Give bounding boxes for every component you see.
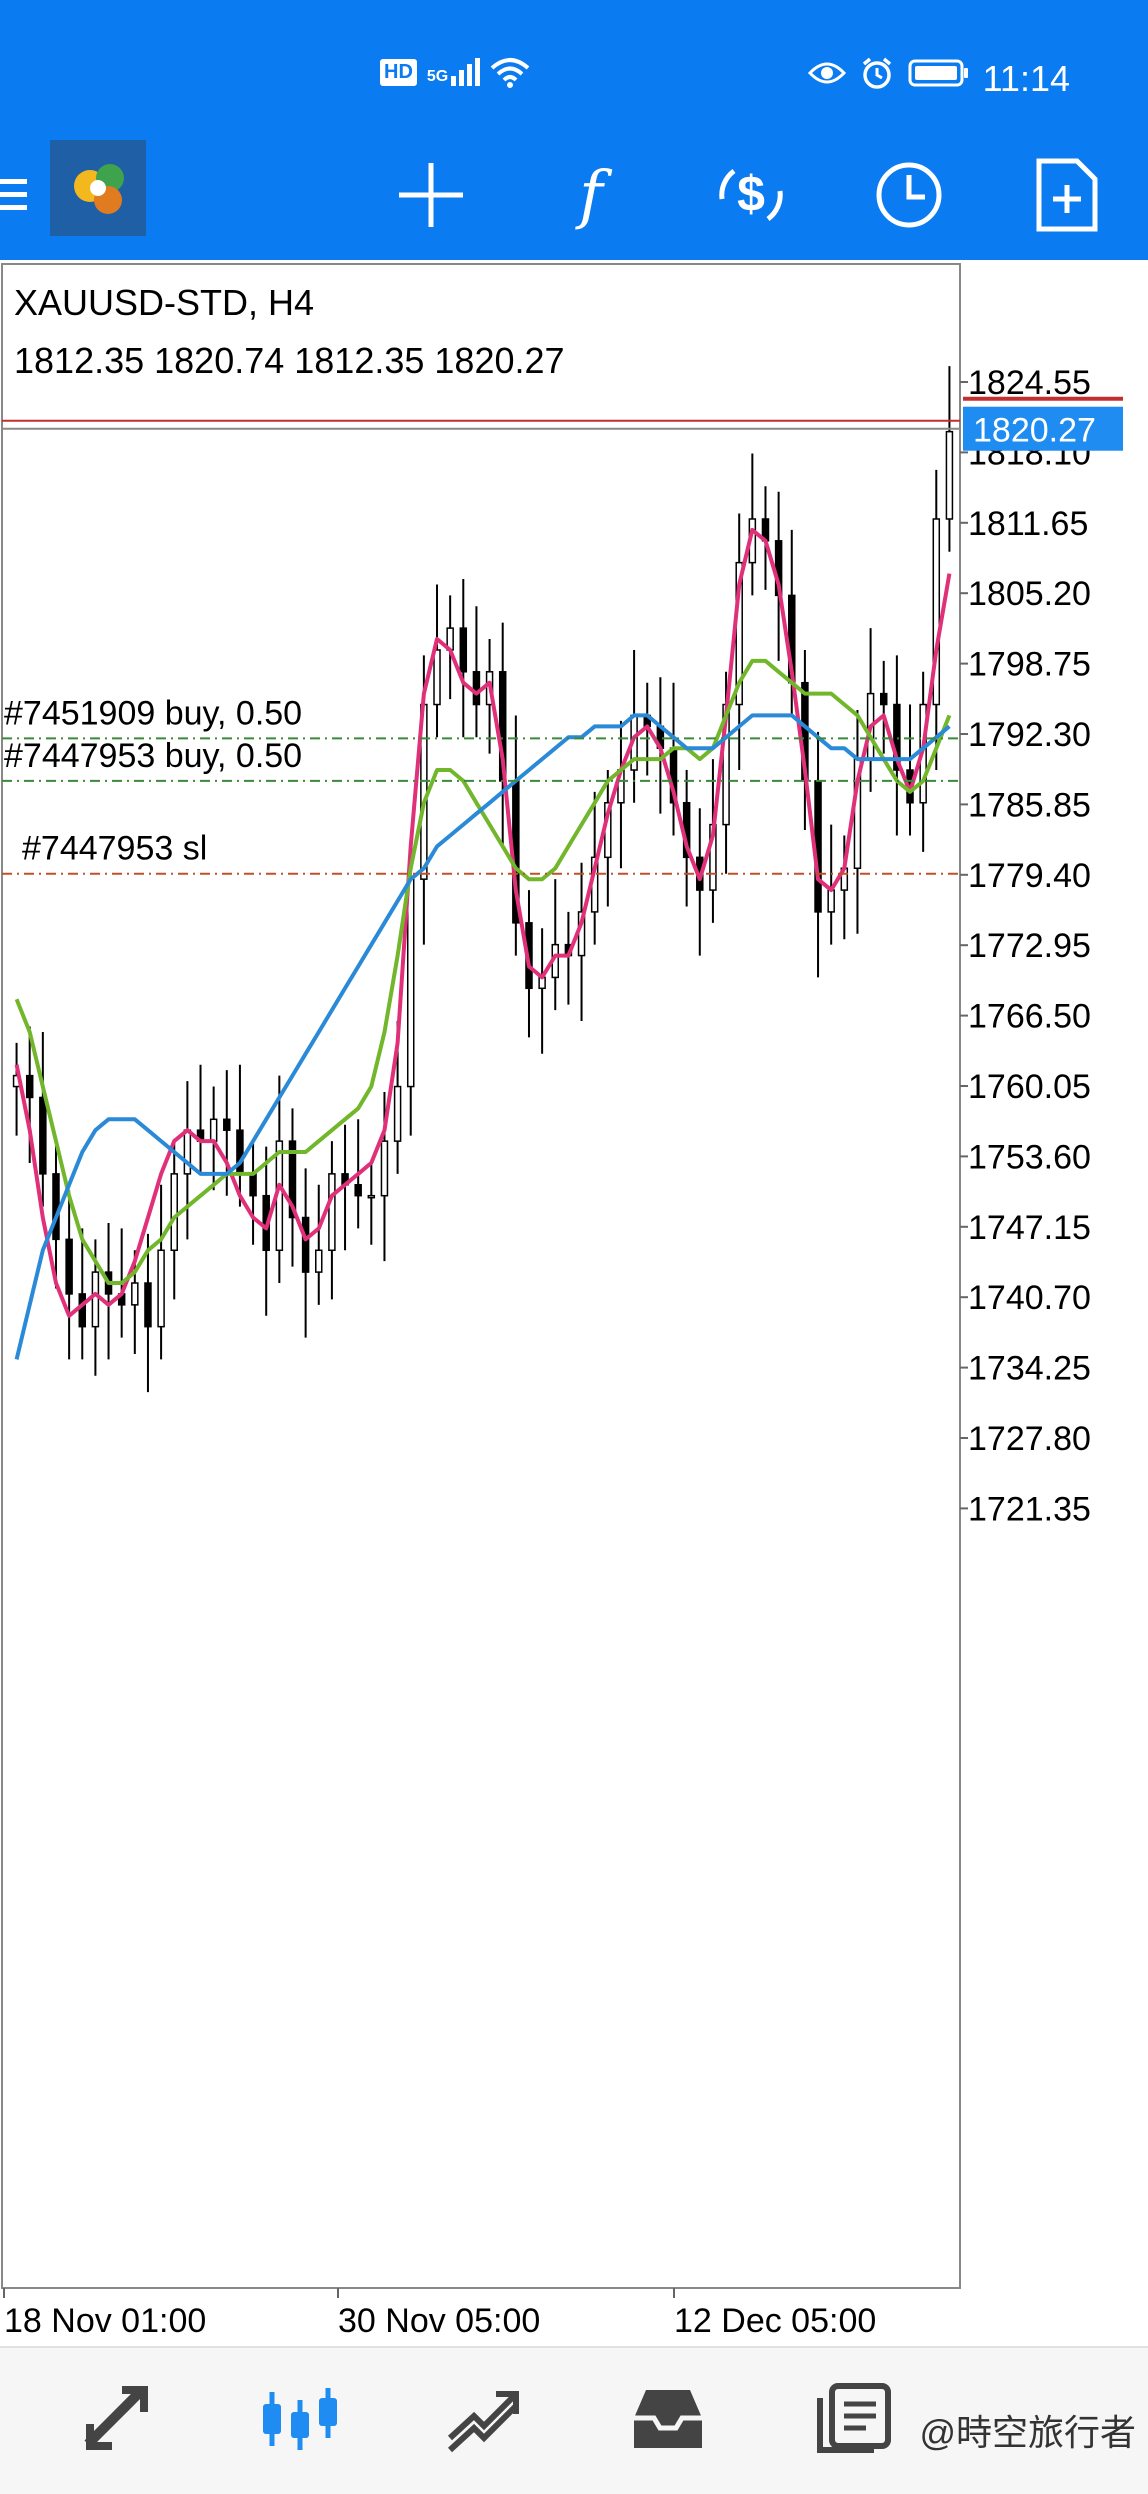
current-price-label: 1820.27: [973, 412, 1096, 450]
chart-icon[interactable]: [252, 2378, 348, 2458]
messages-icon[interactable]: [806, 2378, 902, 2458]
eye-icon: [808, 62, 846, 84]
candle-body: [472, 671, 481, 706]
price-axis-label: 1798.75: [968, 646, 1091, 684]
time-axis-label: 18 Nov 01:00: [4, 2302, 206, 2340]
moving-average-line-3: [14, 713, 951, 1360]
indicator-f-icon[interactable]: f: [579, 158, 603, 232]
battery-icon: [908, 59, 968, 87]
price-axis-label: 1766.50: [968, 998, 1091, 1036]
hd-icon: HD: [380, 58, 417, 86]
price-axis-label: 1734.25: [968, 1350, 1091, 1388]
price-axis-label: 1785.85: [968, 786, 1091, 824]
candle-body: [367, 1194, 376, 1199]
plot-frame: [1, 263, 961, 2289]
candle-body: [315, 1249, 323, 1273]
price-axis-label: 1740.70: [968, 1279, 1091, 1317]
candle-body: [91, 1271, 100, 1328]
order-line-label: #7447953 buy, 0.50: [4, 737, 302, 775]
order-line-label: #7447953 sl: [22, 830, 207, 868]
price-axis-label: 1727.80: [968, 1420, 1091, 1458]
moving-average-line-2: [14, 658, 952, 1285]
ask-price-mark: [963, 396, 1123, 401]
trade-dollar-icon[interactable]: $: [706, 150, 796, 240]
price-axis-label: 1721.35: [968, 1490, 1091, 1528]
candle-body: [170, 1173, 178, 1252]
candle-body: [65, 1238, 73, 1295]
crosshair-icon[interactable]: [386, 150, 476, 240]
candle-body: [209, 1118, 218, 1142]
chart-area[interactable]: 1824.55 1818.10 1811.65 1805.20 1798.75 1792.…: [0, 262, 1148, 2342]
candle-body: [131, 1282, 139, 1306]
price-axis-label: 1747.15: [968, 1209, 1091, 1247]
price-axis-label: 1772.95: [968, 927, 1091, 965]
price-axis-label: 1805.20: [968, 575, 1091, 613]
candle-body: [354, 1184, 362, 1197]
time-axis-label: 12 Dec 05:00: [674, 2302, 876, 2340]
price-axis-label: 1811.65: [968, 505, 1088, 543]
price-axis-label: 1824.55: [968, 364, 1091, 402]
candle-body: [288, 1140, 297, 1219]
candle-body: [25, 1074, 34, 1099]
candle-body: [236, 1129, 244, 1175]
candle-body: [459, 627, 468, 673]
candle-body: [157, 1249, 165, 1328]
candle-body: [932, 518, 941, 706]
candle-body: [328, 1173, 336, 1252]
moving-average-line-1: [14, 527, 952, 1318]
candle-body: [78, 1293, 87, 1328]
quotes-icon[interactable]: [70, 2378, 166, 2458]
chart-ohlc-values: 1812.35 1820.74 1812.35 1820.27: [14, 340, 565, 381]
timeframe-clock-icon[interactable]: [864, 150, 954, 240]
price-chart[interactable]: 1824.551818.101811.651805.201798.751792.…: [0, 262, 1148, 2342]
menu-icon[interactable]: [0, 150, 36, 240]
status-left-icons: HD 5G: [380, 56, 530, 88]
candle-body: [827, 889, 835, 913]
chart-symbol-title: XAUUSD-STD, H4: [14, 282, 315, 323]
candle-body: [945, 430, 954, 520]
current-price-tag: [963, 406, 1123, 451]
candle-body: [380, 1140, 389, 1197]
price-axis-label: 1753.60: [968, 1138, 1091, 1176]
candle-body: [183, 1129, 192, 1175]
alarm-icon: [862, 57, 892, 89]
candle-body: [52, 1173, 60, 1241]
candle-body: [249, 1173, 257, 1197]
watermark-text: @時空旅行者: [919, 2412, 1136, 2453]
history-inbox-icon[interactable]: [620, 2378, 716, 2458]
candle-body: [144, 1282, 152, 1328]
time-axis-label: 30 Nov 05:00: [338, 2302, 540, 2340]
candle-body: [301, 1216, 310, 1273]
candle-body: [39, 1096, 47, 1175]
status-time: 11:14: [982, 58, 1070, 99]
candle-body: [393, 1085, 402, 1142]
app-logo-icon[interactable]: [50, 140, 146, 236]
svg-text:$: $: [737, 166, 765, 222]
trade-icon[interactable]: [436, 2378, 532, 2458]
price-axis-label: 1760.05: [968, 1068, 1091, 1106]
price-axis-label: 1792.30: [968, 716, 1091, 754]
candle-body: [223, 1118, 231, 1131]
5g-signal-icon: 5G: [427, 58, 481, 86]
candle-body: [406, 878, 415, 1088]
candle-body: [893, 703, 901, 771]
status-right-icons: [808, 56, 970, 90]
new-document-icon[interactable]: [1022, 150, 1112, 240]
wifi-icon: [490, 58, 530, 88]
candle-body: [433, 649, 441, 706]
chart-toolbar: f $: [0, 130, 1148, 260]
bottom-navigation: @時空旅行者: [0, 2346, 1148, 2494]
top-app-bar: HD 5G: [0, 0, 1148, 260]
order-line-label: #7451909 buy, 0.50: [4, 694, 302, 732]
candle-body: [879, 692, 888, 706]
price-axis-label: 1779.40: [968, 857, 1091, 895]
status-bar: HD 5G: [0, 0, 1148, 140]
